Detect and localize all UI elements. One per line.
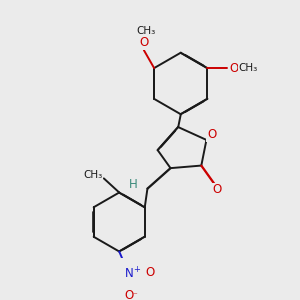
Text: CH₃: CH₃ bbox=[83, 170, 103, 180]
Text: O: O bbox=[212, 183, 221, 196]
Text: O: O bbox=[146, 266, 154, 278]
Text: O: O bbox=[139, 36, 148, 49]
Text: CH₃: CH₃ bbox=[137, 26, 156, 36]
Text: O: O bbox=[229, 61, 239, 75]
Text: CH₃: CH₃ bbox=[239, 63, 258, 73]
Text: O: O bbox=[207, 128, 216, 141]
Text: ⁻: ⁻ bbox=[133, 291, 137, 300]
Text: N: N bbox=[125, 267, 134, 280]
Text: H: H bbox=[129, 178, 138, 191]
Text: O: O bbox=[125, 290, 134, 300]
Text: +: + bbox=[133, 265, 140, 274]
